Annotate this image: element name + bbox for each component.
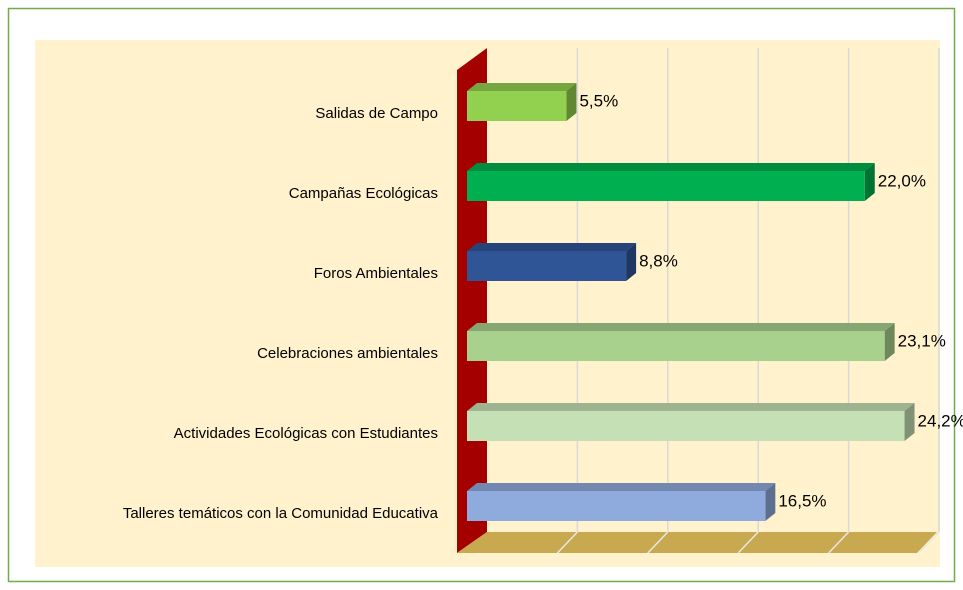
value-label: 5,5% [579, 91, 618, 110]
bar-side [904, 403, 915, 441]
bar-top [467, 403, 915, 411]
category-label: Salidas de Campo [315, 105, 438, 122]
grid-line [647, 531, 669, 554]
bar-side [566, 83, 577, 121]
side-wall [457, 48, 487, 553]
bar [467, 171, 865, 201]
floor [457, 532, 937, 553]
value-label: 23,1% [898, 331, 946, 350]
grid-line [918, 531, 940, 554]
bar-top [467, 483, 776, 491]
bar-side [864, 163, 875, 201]
value-label: 16,5% [778, 491, 826, 510]
bar [467, 491, 766, 521]
bar-side [626, 243, 637, 281]
grid-line [556, 531, 578, 554]
bar [467, 331, 885, 361]
value-label: 24,2% [918, 411, 963, 430]
category-label: Celebraciones ambientales [257, 345, 438, 362]
bar-top [467, 83, 577, 91]
plot-background [35, 40, 940, 567]
value-label: 8,8% [639, 251, 678, 270]
grid-line [828, 531, 850, 554]
bar [467, 411, 905, 441]
bar-top [467, 323, 895, 331]
bar [467, 91, 567, 121]
bar-side [884, 323, 895, 361]
bar-top [467, 243, 637, 251]
value-label: 22,0% [878, 171, 926, 190]
bar-top [467, 163, 875, 171]
category-label: Campañas Ecológicas [289, 185, 438, 202]
bar-side [765, 483, 776, 521]
bar [467, 251, 627, 281]
category-label: Talleres temáticos con la Comunidad Educ… [123, 505, 439, 522]
category-label: Foros Ambientales [314, 265, 438, 282]
category-label: Actividades Ecológicas con Estudiantes [174, 425, 438, 442]
grid-line [737, 531, 759, 554]
